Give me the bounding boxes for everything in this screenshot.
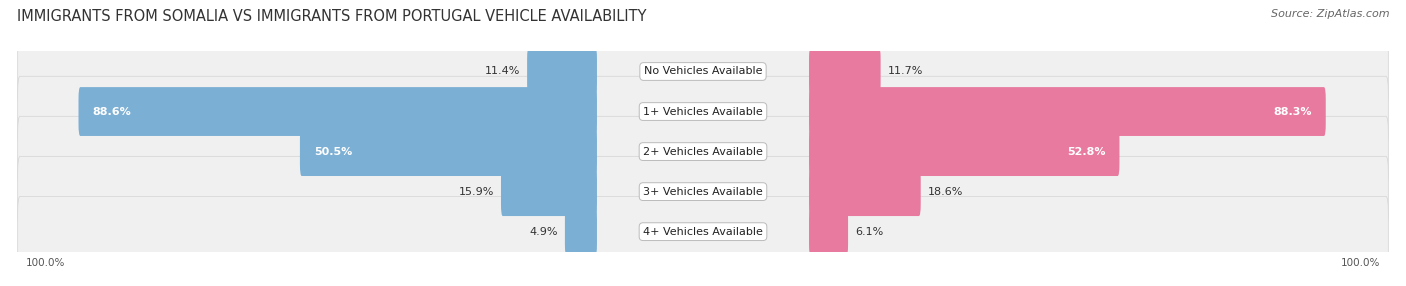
Text: 18.6%: 18.6% (928, 187, 963, 196)
FancyBboxPatch shape (501, 167, 598, 216)
Text: 50.5%: 50.5% (314, 147, 352, 156)
FancyBboxPatch shape (808, 47, 880, 96)
Text: 15.9%: 15.9% (458, 187, 494, 196)
Text: 4.9%: 4.9% (529, 227, 558, 237)
FancyBboxPatch shape (18, 76, 1388, 147)
FancyBboxPatch shape (808, 127, 1119, 176)
Text: 88.3%: 88.3% (1274, 107, 1312, 116)
Text: 3+ Vehicles Available: 3+ Vehicles Available (643, 187, 763, 196)
Text: No Vehicles Available: No Vehicles Available (644, 67, 762, 76)
Text: 11.4%: 11.4% (485, 67, 520, 76)
FancyBboxPatch shape (808, 87, 1326, 136)
FancyBboxPatch shape (527, 47, 598, 96)
Text: 52.8%: 52.8% (1067, 147, 1105, 156)
Text: 100.0%: 100.0% (27, 258, 66, 268)
Text: 88.6%: 88.6% (93, 107, 131, 116)
FancyBboxPatch shape (565, 207, 598, 256)
FancyBboxPatch shape (299, 127, 598, 176)
FancyBboxPatch shape (18, 116, 1388, 187)
Text: 1+ Vehicles Available: 1+ Vehicles Available (643, 107, 763, 116)
FancyBboxPatch shape (79, 87, 598, 136)
FancyBboxPatch shape (18, 196, 1388, 267)
Text: 100.0%: 100.0% (1340, 258, 1379, 268)
Text: 4+ Vehicles Available: 4+ Vehicles Available (643, 227, 763, 237)
FancyBboxPatch shape (18, 156, 1388, 227)
Text: 2+ Vehicles Available: 2+ Vehicles Available (643, 147, 763, 156)
Text: Source: ZipAtlas.com: Source: ZipAtlas.com (1271, 9, 1389, 19)
FancyBboxPatch shape (808, 167, 921, 216)
FancyBboxPatch shape (808, 207, 848, 256)
FancyBboxPatch shape (18, 36, 1388, 107)
Text: 6.1%: 6.1% (855, 227, 883, 237)
Text: IMMIGRANTS FROM SOMALIA VS IMMIGRANTS FROM PORTUGAL VEHICLE AVAILABILITY: IMMIGRANTS FROM SOMALIA VS IMMIGRANTS FR… (17, 9, 647, 23)
Text: 11.7%: 11.7% (887, 67, 924, 76)
